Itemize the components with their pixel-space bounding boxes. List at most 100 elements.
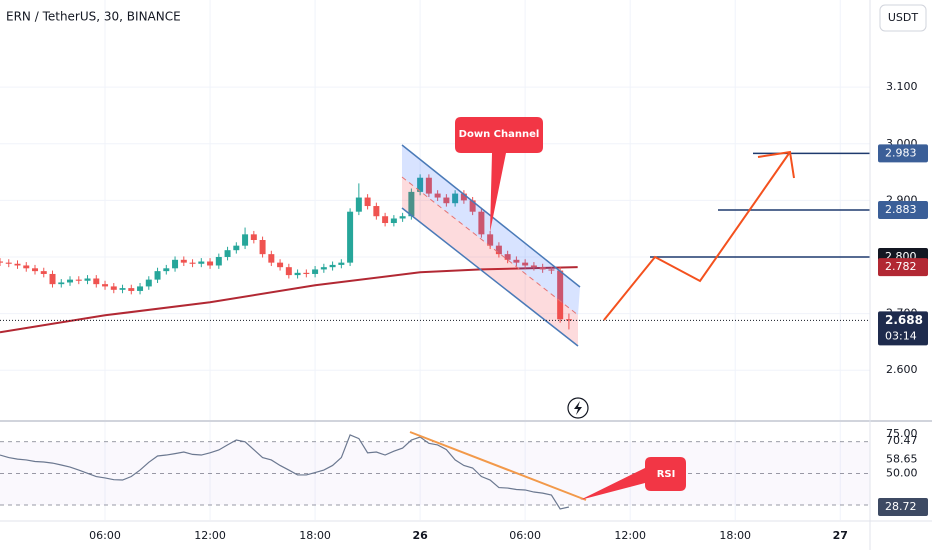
overlay bbox=[0, 152, 870, 321]
candle-body bbox=[277, 262, 284, 268]
channel-lower bbox=[401, 207, 579, 347]
y2-tick-label: 75.00 bbox=[886, 427, 918, 440]
rsi-tag bbox=[878, 498, 928, 517]
candle-body bbox=[565, 319, 572, 321]
candle-body bbox=[452, 193, 459, 204]
x-tick-label: 12:00 bbox=[614, 529, 646, 542]
chart-title: ERN / TetherUS, 30, BINANCE bbox=[6, 10, 181, 24]
candle-body bbox=[163, 268, 170, 272]
projection bbox=[603, 150, 795, 321]
x-tick-label: 06:00 bbox=[509, 529, 541, 542]
candle-body bbox=[40, 271, 47, 274]
candle-body bbox=[539, 267, 546, 270]
candle-body bbox=[5, 262, 12, 264]
candle-body bbox=[460, 193, 467, 201]
y-tick-label: 2.600 bbox=[886, 363, 918, 376]
candle-body bbox=[425, 177, 432, 194]
candle-body bbox=[84, 278, 91, 281]
alert-icon[interactable] bbox=[567, 397, 589, 419]
candle-body bbox=[364, 197, 371, 207]
candle-body bbox=[32, 268, 39, 272]
candle-body bbox=[128, 288, 135, 291]
channel-lower-fill bbox=[402, 177, 578, 346]
rsi-marker: 70.47 bbox=[886, 434, 918, 447]
candle-body bbox=[338, 262, 345, 265]
callout-text: Down Channel bbox=[459, 129, 540, 140]
countdown: 03:14 bbox=[885, 329, 917, 342]
rsi-marker: 58.65 bbox=[886, 453, 918, 466]
price-tag bbox=[878, 201, 928, 219]
rsi-trendline bbox=[409, 431, 587, 501]
candle-body bbox=[110, 286, 117, 290]
candle-body bbox=[259, 240, 266, 255]
callout-box bbox=[580, 457, 686, 500]
candle-body bbox=[67, 279, 74, 283]
alert-bolt bbox=[574, 401, 582, 415]
x-tick-label: 27 bbox=[833, 529, 848, 542]
rsi-band bbox=[0, 441, 870, 505]
y2-tick-label: 50.00 bbox=[886, 466, 918, 479]
candle-body bbox=[504, 254, 511, 260]
axes: 2.6002.7002.8002.9003.0003.10006:0012:00… bbox=[89, 80, 928, 542]
channel-upper-fill bbox=[402, 145, 580, 315]
last-price-tag bbox=[878, 311, 928, 346]
ma-tag bbox=[878, 258, 928, 277]
last-price-label: 2.688 bbox=[885, 313, 923, 327]
candle-body bbox=[355, 197, 362, 212]
rsi-callout: RSI bbox=[580, 457, 686, 500]
candle-body bbox=[417, 177, 424, 192]
rsi-tag-label: 28.72 bbox=[885, 500, 917, 513]
candle-body bbox=[329, 264, 336, 268]
candle-body bbox=[23, 265, 30, 269]
currency-box[interactable] bbox=[879, 4, 927, 32]
candle-body bbox=[119, 288, 126, 290]
callout-box bbox=[455, 117, 543, 232]
currency-label[interactable]: USDT bbox=[888, 11, 919, 24]
x-tick-label: 06:00 bbox=[89, 529, 121, 542]
candle-body bbox=[390, 218, 397, 224]
candle-body bbox=[557, 270, 564, 320]
candle-body bbox=[172, 259, 179, 269]
candle-body bbox=[93, 278, 100, 285]
candle-body bbox=[478, 211, 485, 235]
currency-button[interactable]: USDT bbox=[879, 4, 927, 32]
candle-body bbox=[303, 272, 310, 274]
candle-body bbox=[0, 261, 3, 263]
candle-body bbox=[242, 234, 249, 246]
candle-body bbox=[233, 245, 240, 251]
candle-body bbox=[469, 200, 476, 212]
candle-body bbox=[58, 282, 65, 285]
candle-body bbox=[224, 250, 231, 257]
projection-path bbox=[603, 151, 791, 321]
candle-body bbox=[399, 216, 406, 219]
candle-body bbox=[495, 245, 502, 255]
y-tick-label: 3.100 bbox=[886, 80, 918, 93]
candle-body bbox=[198, 261, 205, 264]
candle-body bbox=[548, 269, 555, 271]
candle-body bbox=[145, 279, 152, 287]
candle-body bbox=[268, 254, 275, 263]
ma-tag-label: 2.782 bbox=[885, 260, 917, 273]
candle-body bbox=[408, 191, 415, 217]
x-tick-label: 18:00 bbox=[299, 529, 331, 542]
candle-body bbox=[434, 193, 441, 198]
rsi-line bbox=[0, 434, 570, 510]
candle-body bbox=[522, 262, 529, 266]
price-tag-label: 2.983 bbox=[885, 146, 917, 159]
candle-body bbox=[382, 216, 389, 224]
candle-body bbox=[294, 272, 301, 276]
candle-body bbox=[102, 284, 109, 287]
candle-body bbox=[250, 234, 257, 240]
candle-body bbox=[49, 273, 56, 285]
down-channel-callout: Down Channel bbox=[455, 117, 543, 232]
candle-body bbox=[320, 267, 327, 270]
candle-body bbox=[373, 206, 380, 217]
price-tag bbox=[878, 144, 928, 163]
channel-middle bbox=[401, 176, 579, 316]
candle-body bbox=[189, 262, 196, 264]
price-tag-label: 2.883 bbox=[885, 203, 917, 216]
candle-body bbox=[14, 263, 21, 266]
x-tick-label: 18:00 bbox=[719, 529, 751, 542]
candle-body bbox=[207, 261, 214, 266]
